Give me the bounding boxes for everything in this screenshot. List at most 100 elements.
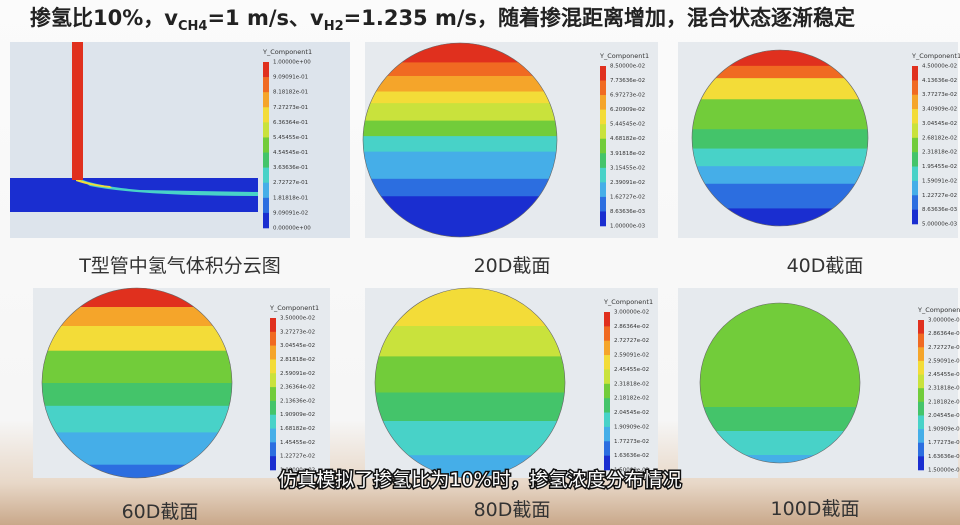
legend-swatch bbox=[912, 80, 918, 96]
legend-swatch bbox=[604, 326, 610, 342]
legend-swatch bbox=[263, 167, 269, 184]
section-outline bbox=[41, 287, 233, 479]
pipe-vertical bbox=[72, 42, 83, 180]
legend-label: 2.86364e-02 bbox=[614, 324, 649, 330]
legend-label: 1.77273e-02 bbox=[614, 439, 649, 445]
legend-swatch bbox=[918, 429, 924, 444]
contour-band bbox=[363, 91, 557, 104]
contour-band bbox=[692, 148, 868, 167]
legend-label: 3.63636e-01 bbox=[273, 165, 308, 171]
legend-title: Y_Component1 bbox=[911, 52, 960, 60]
legend-swatch bbox=[604, 340, 610, 356]
mixing-streak bbox=[78, 178, 258, 196]
legend-label: 2.45455e-02 bbox=[928, 372, 960, 378]
legend-swatch bbox=[600, 182, 606, 198]
legend-swatch bbox=[912, 94, 918, 110]
legend-label: 1.77273e-02 bbox=[928, 440, 960, 446]
legend-swatch bbox=[270, 414, 276, 429]
legend-label: 1.00000e-03 bbox=[610, 224, 646, 230]
legend-swatch bbox=[270, 442, 276, 457]
legend-swatch bbox=[263, 137, 269, 153]
legend-swatch bbox=[918, 415, 924, 430]
title-text: =1 m/s、v bbox=[207, 6, 324, 30]
legend-label: 1.63636e-02 bbox=[614, 453, 649, 459]
legend-swatch bbox=[263, 107, 269, 123]
legend-swatch bbox=[263, 92, 269, 108]
legend-swatch bbox=[270, 428, 276, 443]
legend-label: 5.44545e-02 bbox=[610, 122, 645, 128]
legend-label: 8.63636e-03 bbox=[610, 209, 646, 215]
legend-swatch bbox=[263, 77, 269, 93]
legend-label: 2.04545e-02 bbox=[928, 413, 960, 419]
legend-label: 3.04545e-02 bbox=[922, 121, 957, 127]
legend-label: 9.09091e-01 bbox=[273, 75, 308, 81]
legend-label: 5.00000e-03 bbox=[922, 222, 958, 228]
legend-label: 3.00000e-02 bbox=[614, 310, 649, 316]
legend-swatch bbox=[918, 442, 924, 457]
legend-swatch bbox=[912, 180, 918, 196]
legend-label: 4.54545e-01 bbox=[273, 150, 308, 156]
section-outline bbox=[362, 42, 558, 238]
legend-swatch bbox=[918, 374, 924, 389]
panel-caption: T型管中氢气体积分云图 bbox=[78, 255, 281, 277]
contour-band bbox=[363, 151, 557, 180]
legend-swatch bbox=[604, 398, 610, 413]
legend-label: 5.45455e-01 bbox=[273, 135, 308, 141]
legend-label: 7.73636e-02 bbox=[610, 78, 645, 84]
legend-swatch bbox=[263, 197, 269, 214]
legend-swatch bbox=[912, 152, 918, 167]
legend-label: 4.13636e-02 bbox=[922, 78, 957, 84]
mixing-core bbox=[76, 178, 112, 188]
contour-band bbox=[375, 356, 565, 393]
legend-label: 3.00000e-02 bbox=[928, 318, 960, 324]
section-outline bbox=[374, 287, 566, 479]
legend-label: 2.18182e-02 bbox=[928, 399, 960, 405]
legend-swatch bbox=[600, 153, 606, 169]
legend-swatch bbox=[918, 388, 924, 403]
legend-label: 2.31818e-02 bbox=[922, 150, 957, 156]
legend-label: 1.22727e-02 bbox=[280, 454, 315, 460]
contour-band bbox=[42, 307, 232, 327]
legend-swatch bbox=[600, 80, 606, 96]
legend-title: Y_Component1 bbox=[599, 52, 649, 60]
legend-swatch bbox=[912, 166, 918, 182]
contour-band bbox=[375, 326, 565, 357]
legend-swatch bbox=[270, 373, 276, 388]
contour-band bbox=[692, 99, 868, 130]
legend-label: 7.27273e-01 bbox=[273, 105, 308, 111]
legend-label: 2.72727e-01 bbox=[273, 180, 308, 186]
legend-label: 3.91818e-02 bbox=[610, 151, 645, 157]
legend-label: 9.09091e-02 bbox=[273, 210, 308, 216]
legend-label: 2.31818e-02 bbox=[614, 381, 649, 387]
legend-label: 2.39091e-02 bbox=[610, 180, 645, 186]
contour-band bbox=[42, 350, 232, 384]
legend-label: 2.04545e-02 bbox=[614, 410, 649, 416]
legend-label: 1.81818e-01 bbox=[273, 195, 308, 201]
legend-label: 6.36364e-01 bbox=[273, 120, 308, 126]
contour-band bbox=[42, 383, 232, 407]
legend-swatch bbox=[918, 320, 924, 334]
legend-swatch bbox=[270, 359, 276, 374]
legend-swatch bbox=[604, 312, 610, 327]
legend-label: 2.18182e-02 bbox=[614, 396, 649, 402]
contour-band bbox=[363, 178, 557, 197]
legend-label: 3.77273e-02 bbox=[922, 92, 957, 98]
legend-label: 1.62727e-02 bbox=[610, 194, 645, 200]
legend-label: 1.68182e-02 bbox=[280, 426, 315, 432]
legend-swatch bbox=[912, 109, 918, 124]
legend-label: 4.50000e-02 bbox=[922, 64, 957, 70]
legend-swatch bbox=[604, 369, 610, 385]
legend-label: 6.20909e-02 bbox=[610, 107, 645, 113]
legend-swatch bbox=[912, 66, 918, 81]
legend-label: 1.90909e-02 bbox=[928, 427, 960, 433]
legend-label: 2.59091e-02 bbox=[928, 358, 960, 364]
legend-label: 2.81818e-02 bbox=[280, 357, 315, 363]
legend-swatch bbox=[600, 95, 606, 110]
contour-band bbox=[692, 129, 868, 150]
legend-label: 1.59091e-02 bbox=[922, 178, 957, 184]
legend-title: Y_Component1 bbox=[262, 48, 312, 56]
contour-band bbox=[363, 103, 557, 122]
legend-label: 4.68182e-02 bbox=[610, 136, 645, 142]
legend-swatch bbox=[600, 109, 606, 125]
